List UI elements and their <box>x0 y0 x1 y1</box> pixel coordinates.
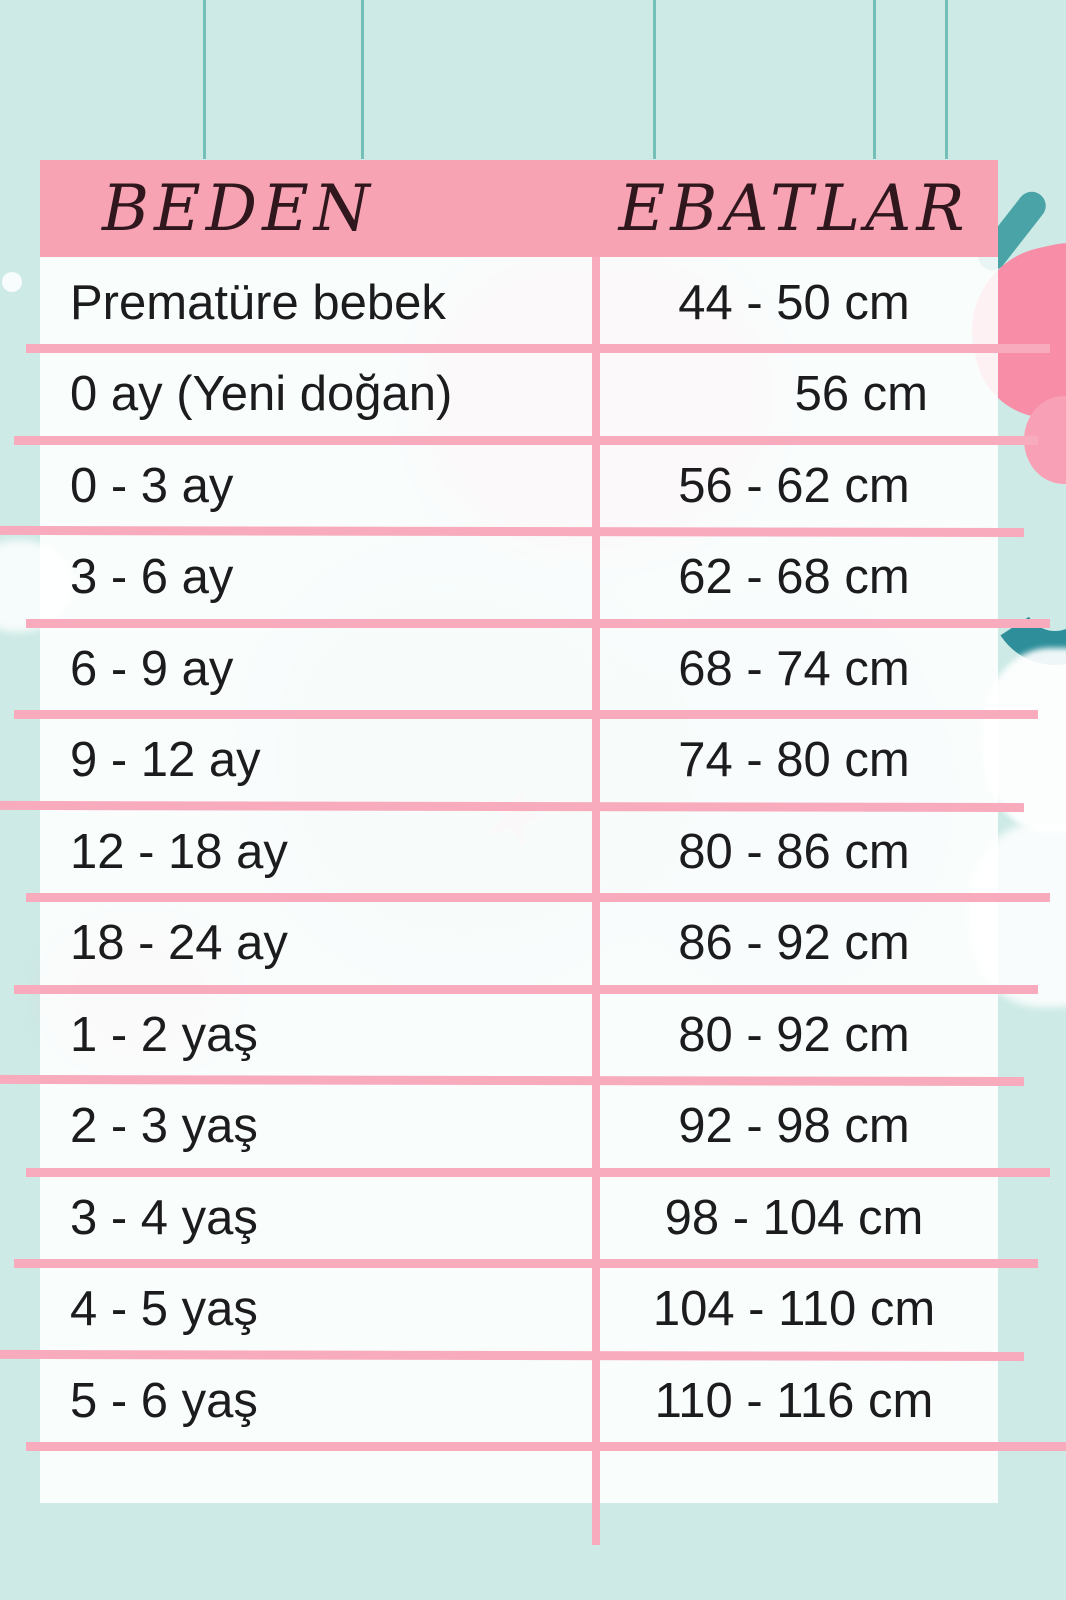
size-value-cell: 92 - 98 cm <box>590 1080 998 1172</box>
table-row: 12 - 18 ay 80 - 86 cm <box>26 806 1050 902</box>
size-label-cell: 3 - 4 yaş <box>40 1172 590 1264</box>
dot-decor <box>2 272 22 292</box>
hanging-string-decor <box>203 0 206 159</box>
size-value-cell: 44 - 50 cm <box>590 257 998 349</box>
table-row: 4 - 5 yaş 104 - 110 cm <box>40 1263 998 1355</box>
size-value-cell: 80 - 92 cm <box>590 989 998 1081</box>
table-row: Prematüre bebek 44 - 50 cm <box>26 257 1050 353</box>
size-label-cell: 6 - 9 ay <box>40 623 590 715</box>
size-value-cell: 56 cm <box>590 348 998 440</box>
size-value-cell: 104 - 110 cm <box>590 1263 998 1355</box>
table-row: 2 - 3 yaş 92 - 98 cm <box>26 1080 1050 1176</box>
size-label-cell: 2 - 3 yaş <box>40 1080 590 1172</box>
size-label-cell: 4 - 5 yaş <box>40 1263 590 1355</box>
size-value-cell: 62 - 68 cm <box>590 531 998 623</box>
size-value-cell: 80 - 86 cm <box>590 806 998 898</box>
size-label-cell: 0 - 3 ay <box>40 440 590 532</box>
size-label-cell: 9 - 12 ay <box>40 714 590 806</box>
table-row: 5 - 6 yaş 110 - 116 cm <box>26 1355 1066 1451</box>
hanging-string-decor <box>873 0 876 159</box>
size-label-cell: 12 - 18 ay <box>40 806 590 898</box>
table-row: 0 ay (Yeni doğan) 56 cm <box>14 348 1038 444</box>
size-label-cell: 0 ay (Yeni doğan) <box>40 348 590 440</box>
table-row: 3 - 6 ay 62 - 68 cm <box>26 531 1050 627</box>
size-label-cell: 5 - 6 yaş <box>40 1355 590 1447</box>
table-row: 3 - 4 yaş 98 - 104 cm <box>14 1172 1038 1268</box>
size-label-cell: 3 - 6 ay <box>40 531 590 623</box>
hanging-string-decor <box>653 0 656 159</box>
size-label-cell: Prematüre bebek <box>40 257 590 349</box>
size-value-cell: 86 - 92 cm <box>590 897 998 989</box>
column-divider-line <box>592 257 600 1545</box>
size-value-cell: 68 - 74 cm <box>590 623 998 715</box>
size-value-cell: 56 - 62 cm <box>590 440 998 532</box>
table-row: 9 - 12 ay 74 - 80 cm <box>40 714 998 806</box>
header-beden: BEDEN <box>102 171 375 246</box>
table-row: 6 - 9 ay 68 - 74 cm <box>14 623 1038 719</box>
table-row: 1 - 2 yaş 80 - 92 cm <box>40 989 998 1081</box>
size-value-cell: 74 - 80 cm <box>590 714 998 806</box>
table-body: Prematüre bebek 44 - 50 cm 0 ay (Yeni doğa… <box>14 257 1066 1503</box>
table-header-row: BEDEN EBATLAR <box>40 160 998 257</box>
table-row: 18 - 24 ay 86 - 92 cm <box>14 897 1038 993</box>
size-label-cell: 1 - 2 yaş <box>40 989 590 1081</box>
header-ebatlar: EBATLAR <box>618 171 970 246</box>
size-label-cell: 18 - 24 ay <box>40 897 590 989</box>
hanging-string-decor <box>945 0 948 159</box>
table-row: 0 - 3 ay 56 - 62 cm <box>40 440 998 532</box>
size-chart-table: BEDEN EBATLAR Prematüre bebek 44 - 50 cm 0… <box>14 160 1066 1545</box>
hanging-string-decor <box>361 0 364 159</box>
size-value-cell: 110 - 116 cm <box>590 1355 998 1447</box>
size-value-cell: 98 - 104 cm <box>590 1172 998 1264</box>
